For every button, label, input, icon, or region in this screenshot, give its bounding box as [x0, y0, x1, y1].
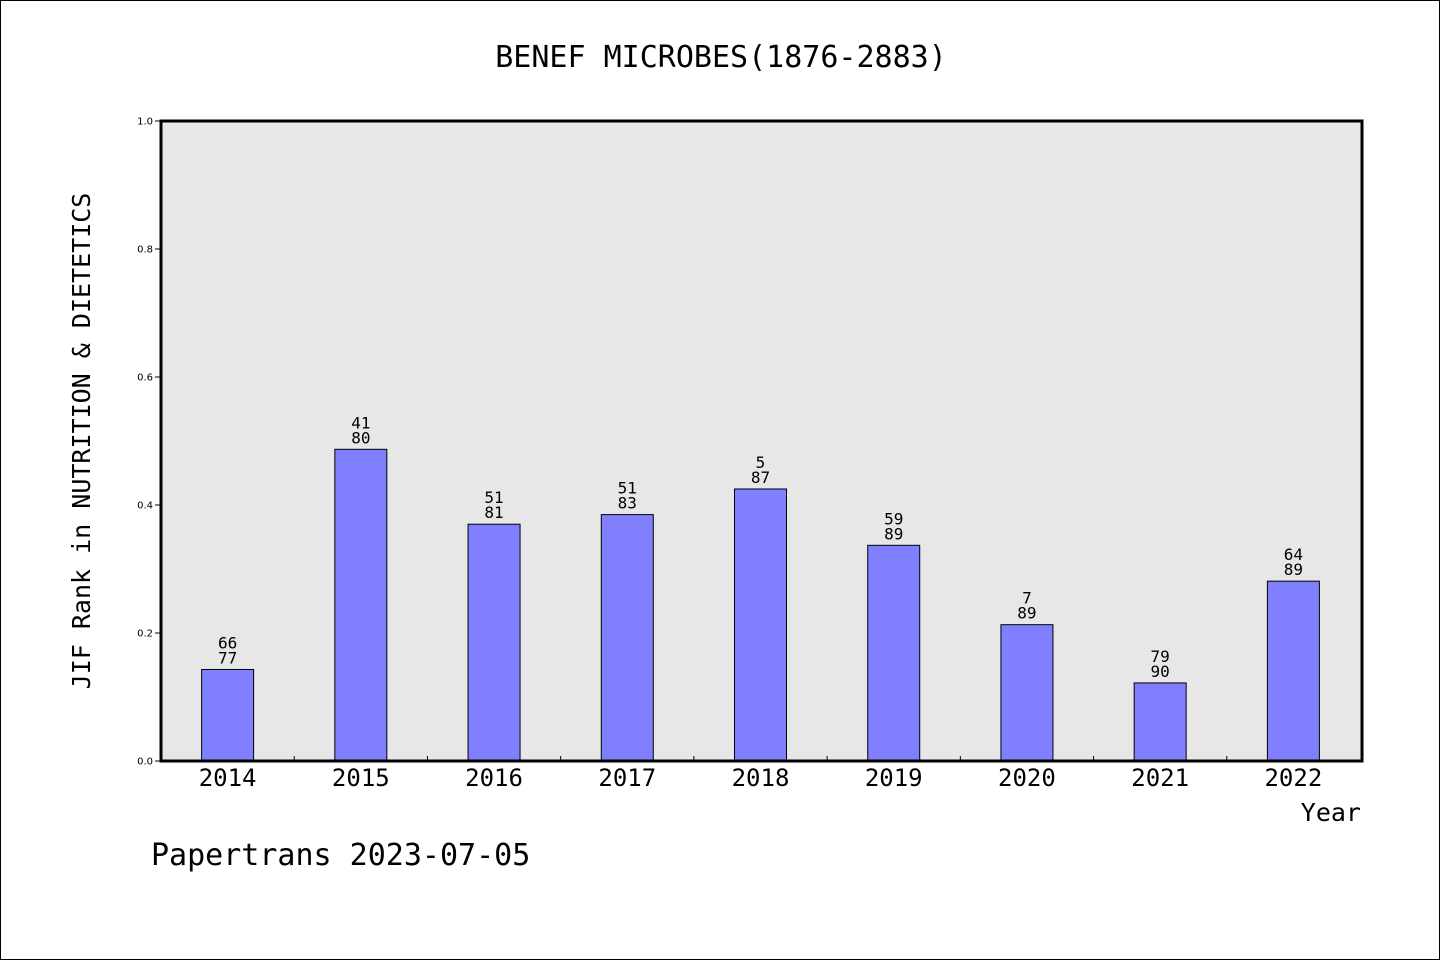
y-axis-label: JIF Rank in NUTRITION & DIETETICS	[67, 193, 96, 690]
bar-total-label-2015: 80	[351, 428, 370, 447]
bar-rank-label-2018: 5	[756, 453, 766, 472]
bar-total-label-2021: 90	[1151, 662, 1170, 681]
bar-2022	[1266, 580, 1320, 762]
bar-2015	[334, 448, 388, 762]
bar-total-label-2018: 87	[751, 468, 770, 487]
bar-2016	[467, 523, 521, 762]
y-tick-label: 1.0	[137, 117, 153, 128]
x-axis: 2014 2015 2016 2017 2018 2019 2020 2021 2022	[199, 756, 1322, 792]
bar-total-label-2019: 89	[884, 524, 903, 543]
plot-frame	[159, 119, 1364, 763]
y-tick-label: 0.6	[137, 373, 153, 384]
x-tick-label-2017: 2017	[598, 764, 656, 792]
x-axis-label: Year	[1301, 798, 1361, 827]
bar-2019	[867, 544, 921, 762]
bar-rank-label-2022: 64	[1284, 545, 1303, 564]
x-tick-label-2020: 2020	[998, 764, 1056, 792]
bar-total-label-2016: 81	[484, 503, 503, 522]
bar-total-label-2022: 89	[1284, 560, 1303, 579]
x-tick-label-2021: 2021	[1131, 764, 1189, 792]
bar-2014	[201, 668, 255, 762]
bar-rank-label-2017: 51	[618, 479, 637, 498]
y-tick-label: 0.8	[137, 245, 153, 256]
x-tick-label-2016: 2016	[465, 764, 523, 792]
x-tick-label-2022: 2022	[1264, 764, 1322, 792]
y-tick-label: 0.2	[137, 629, 153, 640]
bars-group	[201, 448, 1320, 762]
bar-rank-label-2014: 66	[218, 633, 237, 652]
chart-title: BENEF MICROBES(1876-2883)	[495, 40, 947, 75]
y-tick-label: 0.4	[137, 501, 153, 512]
bar-total-label-2014: 77	[218, 648, 237, 667]
bar-rank-label-2020: 7	[1022, 589, 1032, 608]
x-tick-label-2015: 2015	[332, 764, 390, 792]
bar-rank-label-2016: 51	[484, 488, 503, 507]
bar-total-label-2017: 83	[618, 494, 637, 513]
y-tick-label: 0.0	[137, 757, 153, 768]
y-axis: 0.0 0.2 0.4 0.6 0.8 1.0	[137, 117, 161, 768]
footer-credit: Papertrans 2023-07-05	[151, 838, 530, 873]
bar-2020	[1000, 624, 1054, 762]
x-tick-label-2019: 2019	[865, 764, 923, 792]
bar-rank-label-2019: 59	[884, 509, 903, 528]
x-tick-label-2014: 2014	[199, 764, 257, 792]
x-tick-label-2018: 2018	[732, 764, 790, 792]
bar-2017	[600, 514, 654, 762]
bar-total-label-2020: 89	[1017, 604, 1036, 623]
bar-2018	[734, 488, 787, 762]
bar-2021	[1133, 682, 1187, 762]
bar-rank-label-2015: 41	[351, 413, 370, 432]
bar-rank-label-2021: 79	[1151, 647, 1170, 666]
